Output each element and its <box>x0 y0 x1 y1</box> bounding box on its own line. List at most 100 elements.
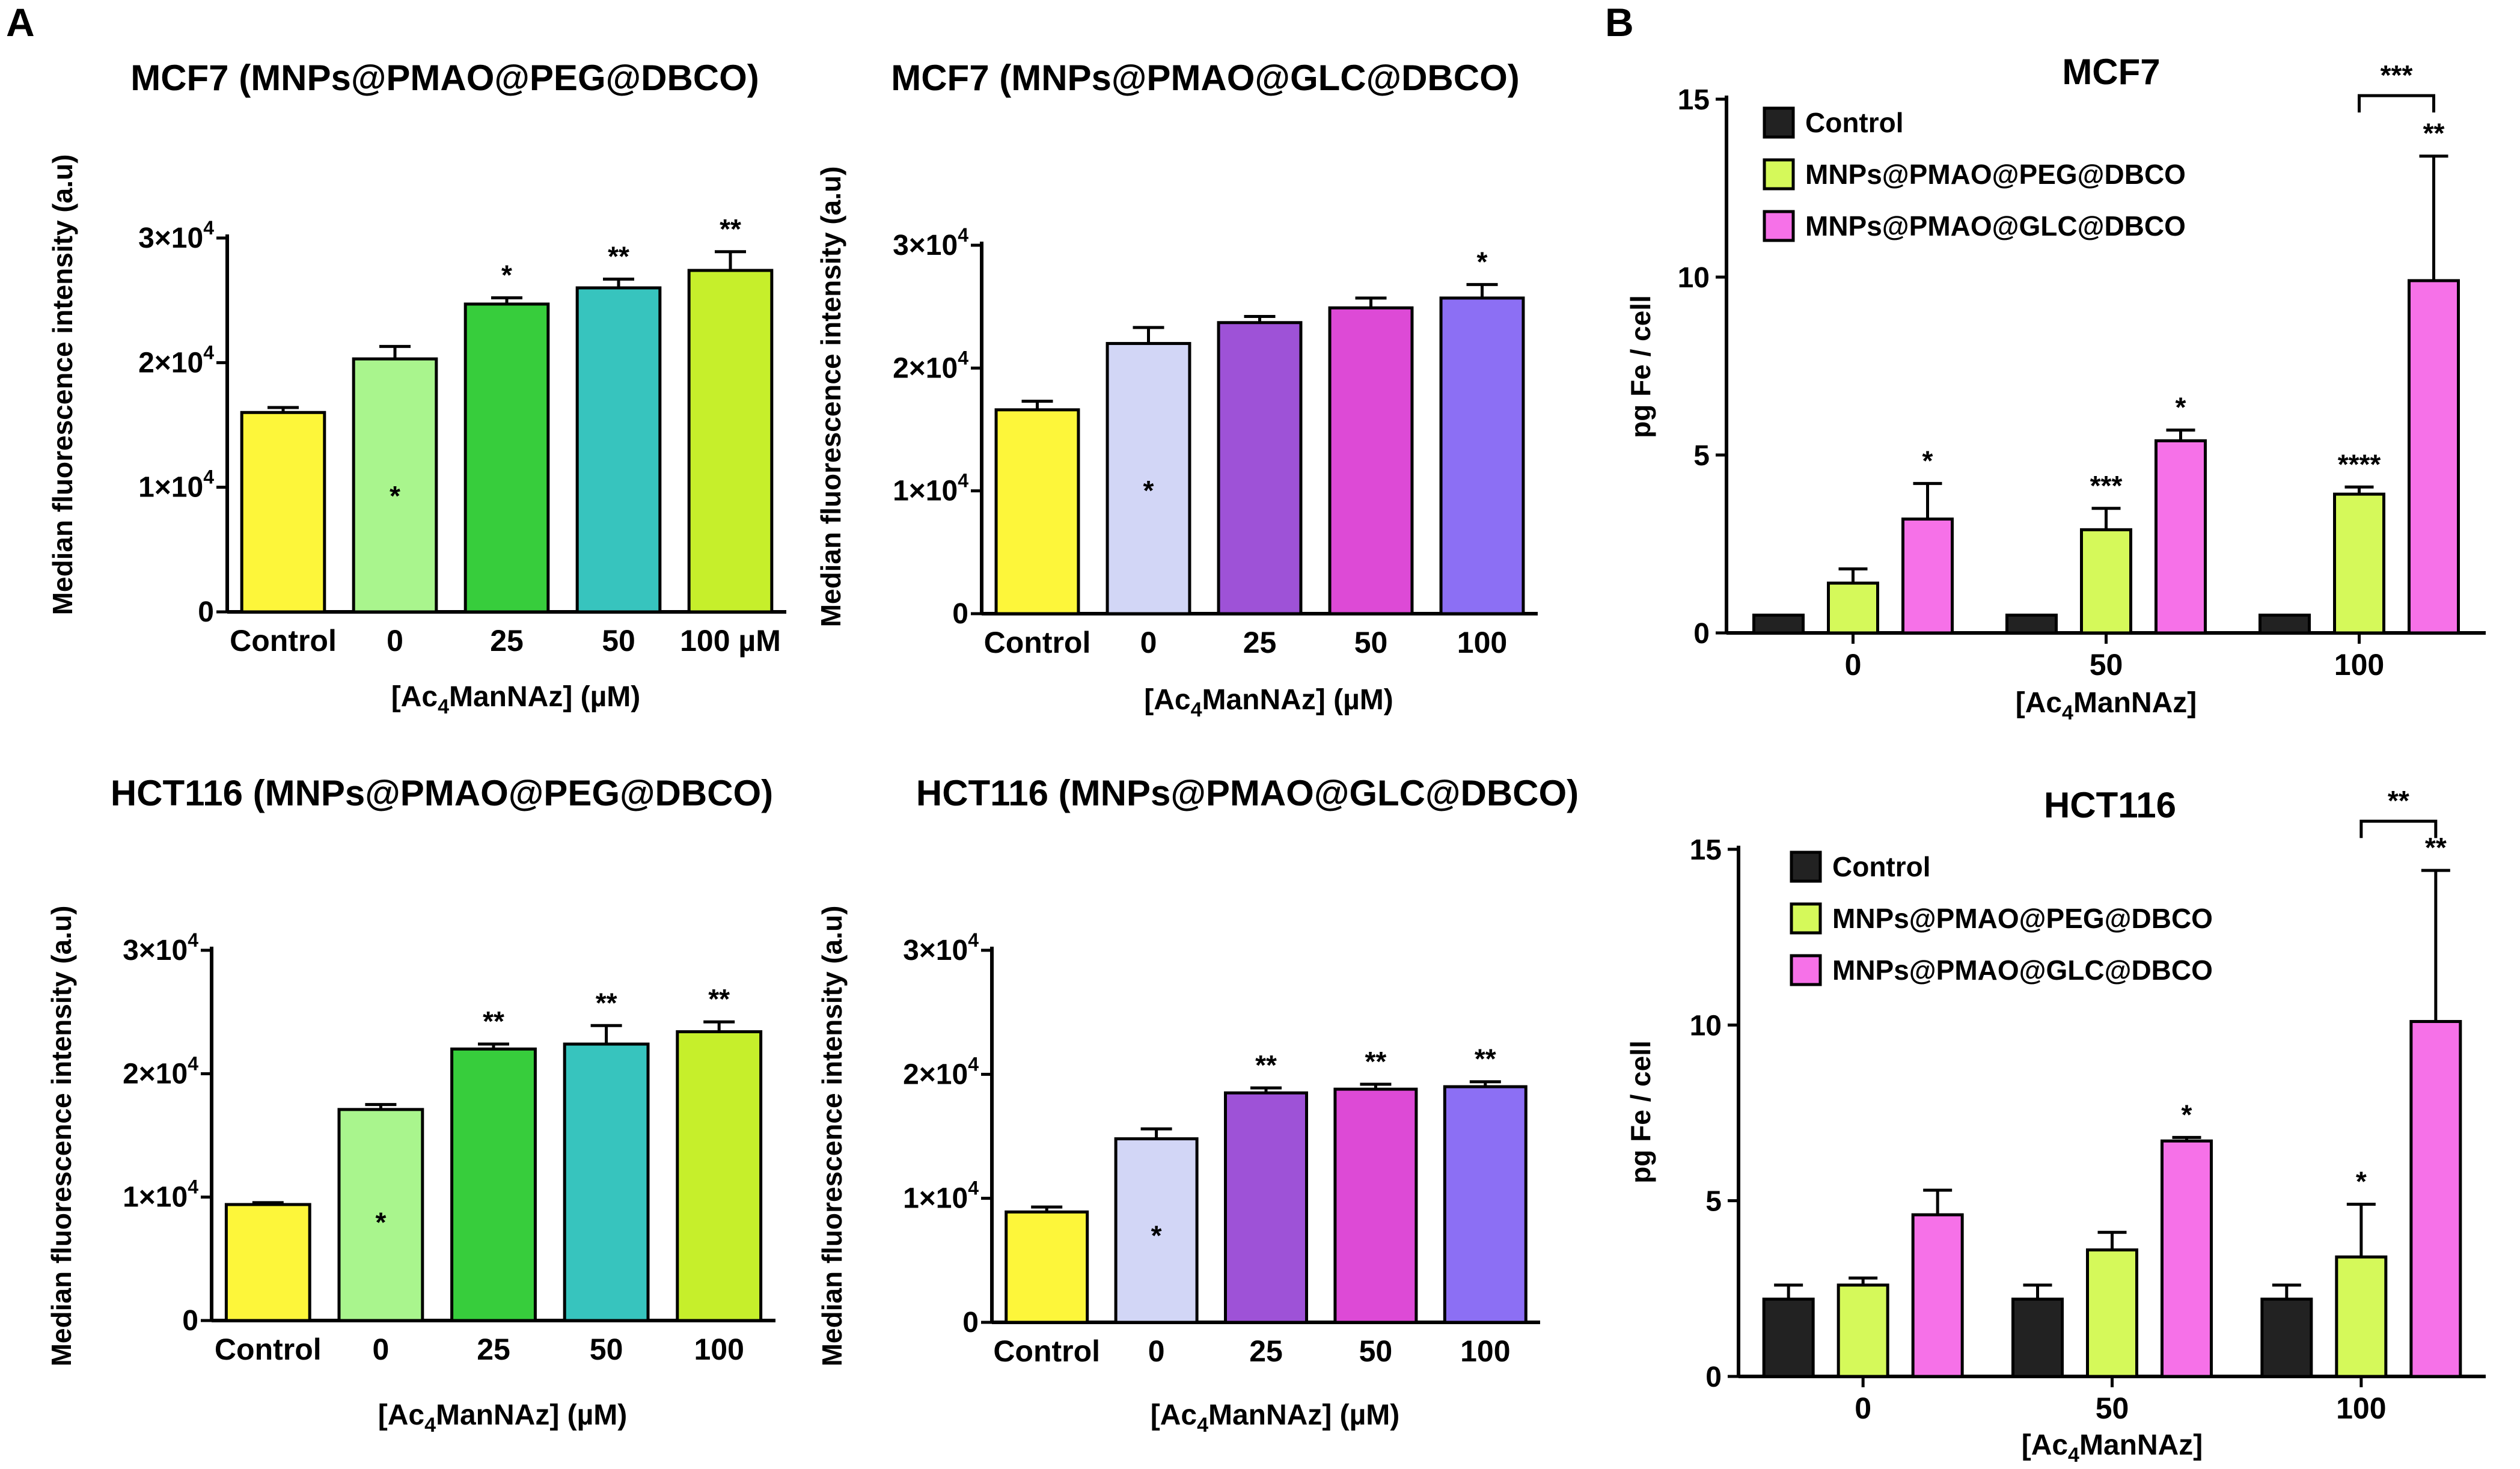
y-tick-label: 0 <box>1705 1361 1722 1393</box>
panel-label-a: A <box>6 0 35 44</box>
x-axis-title: [Ac4ManNAz] (µM) <box>391 681 641 718</box>
significance-label-4: ** <box>708 983 730 1015</box>
x-axis-title: [Ac4ManNAz] (µM) <box>1144 684 1393 721</box>
y-tick-label: 10 <box>1690 1010 1722 1042</box>
significance-label-4: ** <box>1475 1043 1496 1075</box>
error-bar-1 <box>365 1103 397 1110</box>
bar-4 <box>1443 1085 1528 1324</box>
bar-0 <box>994 408 1080 615</box>
chart-title: HCT116 (MNPs@PMAO@PEG@DBCO) <box>111 773 773 813</box>
bar-1 <box>1114 1137 1199 1324</box>
error-bar-3 <box>590 1024 622 1045</box>
error-bar-2 <box>491 296 522 304</box>
significance-label-2-2: ** <box>2423 118 2445 149</box>
y-tick-label: 3×104 <box>903 929 979 967</box>
x-tick-label-2: 100 <box>2334 648 2384 682</box>
y-tick-label: 15 <box>1690 834 1722 866</box>
y-axis-title: Median fluorescence intensity (a.u) <box>47 154 78 615</box>
x-tick-label-3: 50 <box>1359 1334 1393 1368</box>
x-axis-title: [Ac4ManNAz] (µM) <box>378 1399 628 1437</box>
bar-2-2 <box>2408 279 2460 635</box>
y-tick-label: 2×104 <box>893 347 968 384</box>
bar-2-2 <box>2409 1019 2462 1378</box>
y-tick-label: 0 <box>198 596 214 628</box>
bar-2-1 <box>2161 1139 2213 1378</box>
error-bar-2-1 <box>2166 429 2195 441</box>
legend-label-2: MNPs@PMAO@GLC@DBCO <box>1805 210 2186 242</box>
bar-0-1 <box>2011 1297 2064 1378</box>
error-bar-0 <box>268 406 299 413</box>
y-axis-title: Median fluorescence intensity (a.u) <box>46 906 77 1367</box>
error-bar-3 <box>1360 1083 1392 1090</box>
significance-label-1: * <box>390 480 400 512</box>
bar-1 <box>1106 341 1191 615</box>
comparison-bracket <box>2359 819 2438 838</box>
legend-swatch-1 <box>1790 902 1822 935</box>
significance-label-3: ** <box>596 987 617 1018</box>
legend-label-0: Control <box>1805 107 1904 138</box>
significance-label-3: ** <box>1365 1046 1386 1077</box>
chart-title: MCF7 (MNPs@PMAO@GLC@DBCO) <box>891 58 1520 98</box>
chart-hct116-peg: HCT116 (MNPs@PMAO@PEG@DBCO) Median fluore… <box>46 773 775 1437</box>
y-tick-label: 15 <box>1678 84 1710 116</box>
y-axis-title: Median fluorescence intensity (a.u) <box>815 166 846 628</box>
error-bar-4 <box>715 250 746 270</box>
y-axis-title: pg Fe / cell <box>1625 295 1656 438</box>
comparison-bracket <box>2358 94 2435 113</box>
panel-label-b: B <box>1605 0 1634 44</box>
x-axis-title: [Ac4ManNAz] <box>2022 1429 2203 1467</box>
error-bar-2 <box>1244 315 1276 323</box>
chart-hct116-glc: HCT116 (MNPs@PMAO@GLC@DBCO) Median fluore… <box>816 773 1579 1437</box>
y-tick-label: 3×104 <box>893 224 968 261</box>
bar-2 <box>1224 1091 1308 1324</box>
x-tick-label-3: 50 <box>590 1333 623 1366</box>
significance-label-1: * <box>375 1207 386 1238</box>
significance-label-1-2: **** <box>2338 448 2381 480</box>
bar-2-0 <box>1911 1213 1964 1378</box>
error-bar-1-1 <box>2097 1230 2127 1250</box>
y-tick-label: 3×104 <box>138 217 214 254</box>
legend-swatch-2 <box>1763 210 1795 242</box>
error-bar-0-2 <box>2272 1283 2301 1300</box>
x-tick-label-1: 0 <box>387 624 403 658</box>
bar-2 <box>1217 321 1303 615</box>
x-tick-label-1: 50 <box>2096 1391 2129 1425</box>
error-bar-1 <box>1133 326 1164 344</box>
y-tick-label: 0 <box>962 1307 979 1339</box>
y-tick-label: 2×104 <box>138 341 214 379</box>
bar-4 <box>687 269 774 614</box>
significance-label-4: ** <box>720 213 741 245</box>
error-bar-0 <box>1031 1205 1063 1212</box>
bar-0-2 <box>2260 1297 2313 1378</box>
chart-mcf7-peg: MCF7 (MNPs@PMAO@PEG@DBCO) Median fluoresc… <box>47 58 786 718</box>
error-bar-1-2 <box>2344 485 2374 495</box>
y-tick-label: 5 <box>1693 440 1710 472</box>
bar-2 <box>463 302 550 614</box>
error-bar-2-0 <box>1923 1188 1953 1215</box>
significance-label-2: ** <box>483 1006 504 1037</box>
error-bar-2 <box>478 1042 509 1049</box>
legend-label-1: MNPs@PMAO@PEG@DBCO <box>1832 903 2213 934</box>
y-tick-label: 1×104 <box>123 1176 198 1214</box>
y-tick-label: 1×104 <box>893 470 968 507</box>
bar-2-0 <box>1901 518 1954 635</box>
x-axis-title: [Ac4ManNAz] <box>2016 687 2197 724</box>
error-bar-2-2 <box>2419 154 2448 281</box>
bar-4 <box>676 1030 763 1322</box>
error-bar-3 <box>1355 296 1387 308</box>
bar-1-0 <box>1827 581 1879 635</box>
x-axis-title: [Ac4ManNAz] (µM) <box>1151 1399 1400 1437</box>
error-bar-0 <box>252 1201 284 1205</box>
bar-3 <box>1333 1087 1418 1324</box>
bar-0-0 <box>1752 613 1805 635</box>
y-tick-label: 2×104 <box>903 1053 979 1090</box>
error-bar-2-0 <box>1913 481 1942 519</box>
significance-label-2-1: * <box>2176 392 2186 423</box>
significance-label-1: * <box>1143 475 1154 506</box>
x-tick-label-0: Control <box>215 1333 322 1366</box>
error-bar-1 <box>379 344 411 359</box>
y-axis-title: pg Fe / cell <box>1625 1040 1656 1183</box>
bar-1-1 <box>2080 528 2132 635</box>
significance-label-2: ** <box>1255 1049 1277 1081</box>
